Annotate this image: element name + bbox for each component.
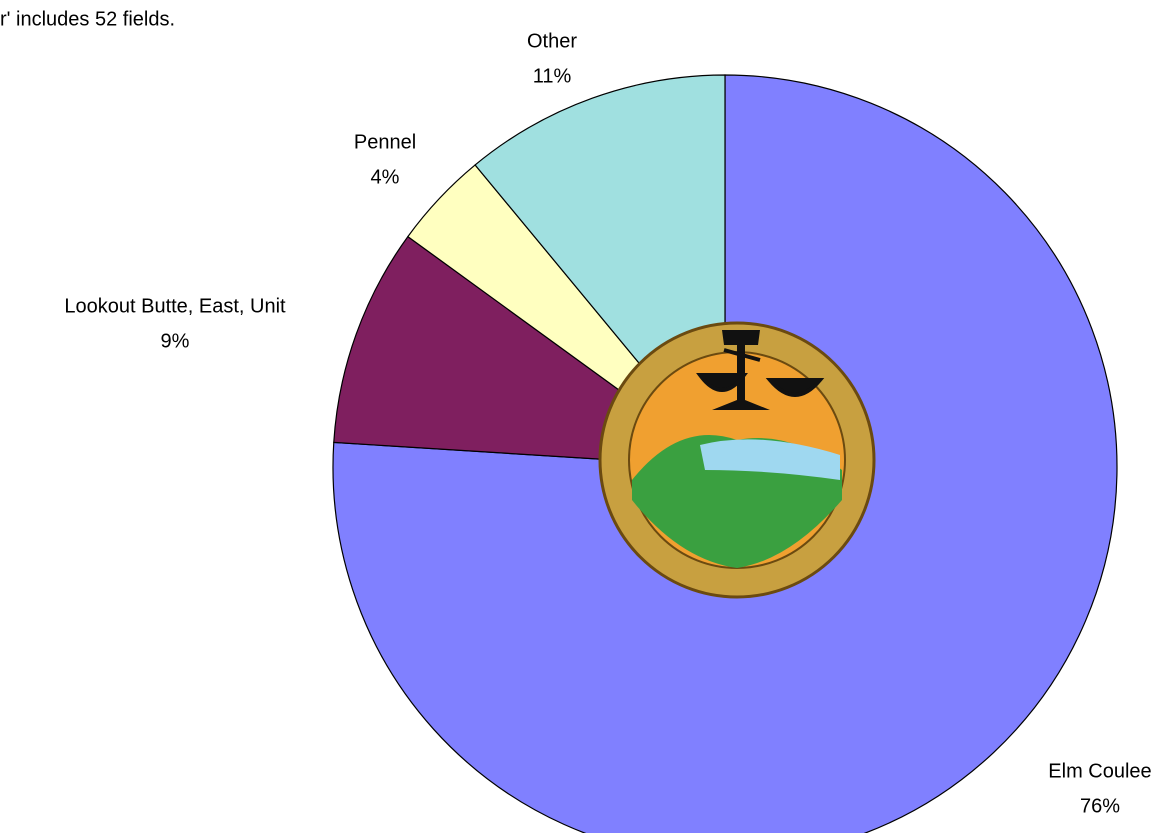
slice-value-label: 4% [371,166,400,188]
slice-label: Lookout Butte, East, Unit [64,295,286,317]
slice-value-label: 11% [533,65,572,87]
slice-label: Other [527,30,577,52]
seal-emblem [598,321,876,599]
note: r' includes 52 fields. [0,8,175,30]
slice-label: Elm Coulee [1048,760,1151,782]
slice-value-label: 9% [161,330,190,352]
slice-value-label: 76% [1080,795,1120,817]
slice-label: Pennel [354,131,416,153]
